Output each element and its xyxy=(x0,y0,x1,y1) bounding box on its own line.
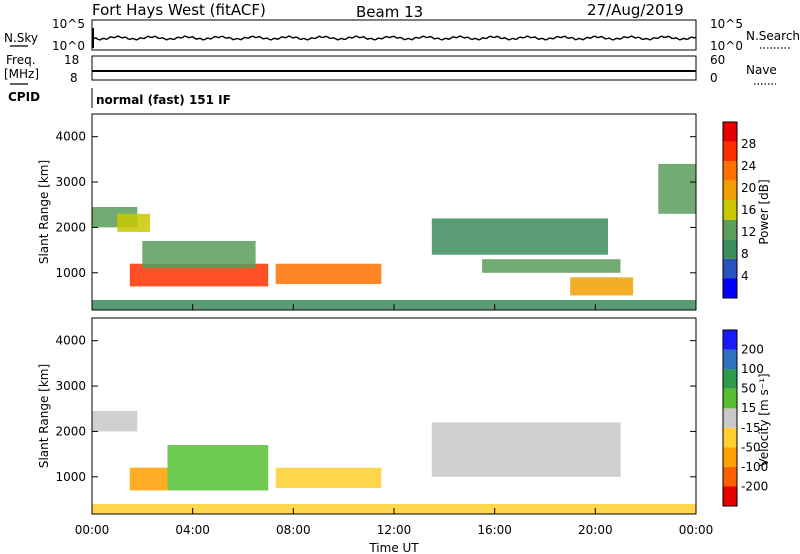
power-colorbar-swatch xyxy=(723,180,737,201)
y-tick-label: 2000 xyxy=(55,424,86,438)
freq-panel-frame xyxy=(91,55,697,81)
velocity-colorbar-tick-label: -15 xyxy=(741,421,761,435)
x-tick-label: 16:00 xyxy=(477,523,512,537)
velocity-region-3 xyxy=(275,467,382,489)
freq-tick-high: 18 xyxy=(64,53,79,67)
nsky-tick-high: 10^5 xyxy=(52,17,85,31)
nsearch-label: N.Search xyxy=(746,29,800,43)
nsky-tick-low: 10^0 xyxy=(52,39,85,53)
velocity-region-0 xyxy=(92,411,138,432)
power-colorbar-tick-label: 4 xyxy=(741,269,749,283)
power-axes: 1000 2000 3000 4000 xyxy=(55,130,697,310)
power-colorbar-tick-label: 8 xyxy=(741,247,749,261)
cpid-value: normal (fast) 151 IF xyxy=(96,93,231,107)
nsearch-tick-low: 10^0 xyxy=(710,39,743,53)
power-region-7 xyxy=(570,277,634,296)
velocity-colorbar-tick-label: -200 xyxy=(741,479,768,493)
power-region-1 xyxy=(117,213,150,232)
x-tick-label: 08:00 xyxy=(276,523,311,537)
velocity-colorbar-swatch xyxy=(723,369,737,389)
power-colorbar-tick-label: 24 xyxy=(741,159,756,173)
velocity-colorbar-swatch xyxy=(723,447,737,467)
nsky-line xyxy=(91,35,697,41)
velocity-region-1 xyxy=(129,467,168,491)
power-ylabel: Slant Range [km] xyxy=(37,160,51,264)
freq-tick-low: 8 xyxy=(70,71,78,85)
nave-tick-low: 0 xyxy=(710,71,718,85)
velocity-colorbar-tick-label: 200 xyxy=(741,343,764,357)
power-colorbar-tick-label: 28 xyxy=(741,137,756,151)
velocity-region-2 xyxy=(167,445,269,491)
nsky-trace xyxy=(91,28,697,48)
velocity-colorbar-tick-label: 100 xyxy=(741,362,764,376)
velocity-region-4 xyxy=(431,422,621,477)
velocity-colorbar-swatch xyxy=(723,427,737,448)
freq-label: Freq. xyxy=(6,53,36,67)
velocity-colorbar-swatch xyxy=(723,408,737,428)
nave-label: Nave xyxy=(746,63,777,77)
velocity-heatmap-data xyxy=(92,411,696,514)
power-colorbar-label: Power [dB] xyxy=(757,179,771,244)
velocity-axes: 00:00 04:00 08:00 12:00 16:00 20:00 00:00 1000 2… xyxy=(55,334,713,537)
y-tick-label: 4000 xyxy=(55,334,86,348)
nsky-panel-frame xyxy=(91,19,697,51)
power-region-2 xyxy=(129,263,269,287)
date-title: 27/Aug/2019 xyxy=(587,1,684,19)
power-region-5 xyxy=(431,218,608,255)
y-tick-label: 3000 xyxy=(55,379,86,393)
power-colorbar-tick-label: 20 xyxy=(741,181,756,195)
velocity-colorbar-frame xyxy=(722,329,738,507)
y-tick-label: 2000 xyxy=(55,220,86,234)
x-tick-label: 04:00 xyxy=(175,523,210,537)
nave-tick-high: 60 xyxy=(710,53,725,67)
velocity-colorbar-swatch xyxy=(723,486,737,506)
velocity-colorbar: -200 -100 -50 -15 15 50 100 200 xyxy=(722,329,768,507)
velocity-colorbar-swatch xyxy=(723,330,737,350)
power-colorbar-swatch xyxy=(723,122,737,142)
power-colorbar-swatch xyxy=(723,278,737,298)
velocity-colorbar-tick-label: 15 xyxy=(741,401,756,415)
x-tick-label: 20:00 xyxy=(578,523,613,537)
velocity-colorbar-tick-label: -100 xyxy=(741,460,768,474)
power-region-8 xyxy=(658,163,697,214)
nsky-label: N.Sky xyxy=(4,31,38,45)
velocity-ylabel: Slant Range [km] xyxy=(37,364,51,468)
x-tick-label: 00:00 xyxy=(75,523,110,537)
power-colorbar-swatch xyxy=(723,200,737,220)
power-colorbar-swatch xyxy=(723,161,737,181)
y-tick-label: 1000 xyxy=(55,266,86,280)
velocity-colorbar-swatch xyxy=(723,466,737,487)
power-region-3 xyxy=(142,241,256,269)
velocity-colorbar-swatch xyxy=(723,349,737,370)
power-heatmap-data xyxy=(92,163,697,310)
power-colorbar-swatch xyxy=(723,219,737,240)
y-tick-label: 1000 xyxy=(55,470,86,484)
power-colorbar: 4 8 12 16 20 24 28 xyxy=(722,121,756,299)
x-tick-label: 00:00 xyxy=(679,523,714,537)
station-title: Fort Hays West (fitACF) xyxy=(92,1,266,19)
velocity-colorbar-label: Velocity [m s⁻¹] xyxy=(757,373,771,466)
time-xlabel: Time UT xyxy=(368,541,419,554)
power-colorbar-frame xyxy=(722,121,738,299)
cpid-label: CPID xyxy=(8,90,40,104)
power-colorbar-tick-label: 12 xyxy=(741,225,756,239)
power-colorbar-tick-label: 16 xyxy=(741,203,756,217)
y-tick-label: 3000 xyxy=(55,175,86,189)
velocity-colorbar-tick-label: -50 xyxy=(741,440,761,454)
power-colorbar-swatch xyxy=(723,258,737,279)
beam-title: Beam 13 xyxy=(356,3,423,21)
y-tick-label: 4000 xyxy=(55,130,86,144)
x-tick-label: 12:00 xyxy=(377,523,412,537)
nsearch-tick-high: 10^5 xyxy=(710,17,743,31)
velocity-colorbar-tick-label: 50 xyxy=(741,382,756,396)
freq-unit-label: [MHz] xyxy=(4,67,39,81)
velocity-colorbar-swatch xyxy=(723,388,737,409)
power-region-6 xyxy=(482,259,621,273)
power-region-4 xyxy=(275,263,382,285)
power-colorbar-swatch xyxy=(723,141,737,162)
power-colorbar-swatch xyxy=(723,239,737,259)
